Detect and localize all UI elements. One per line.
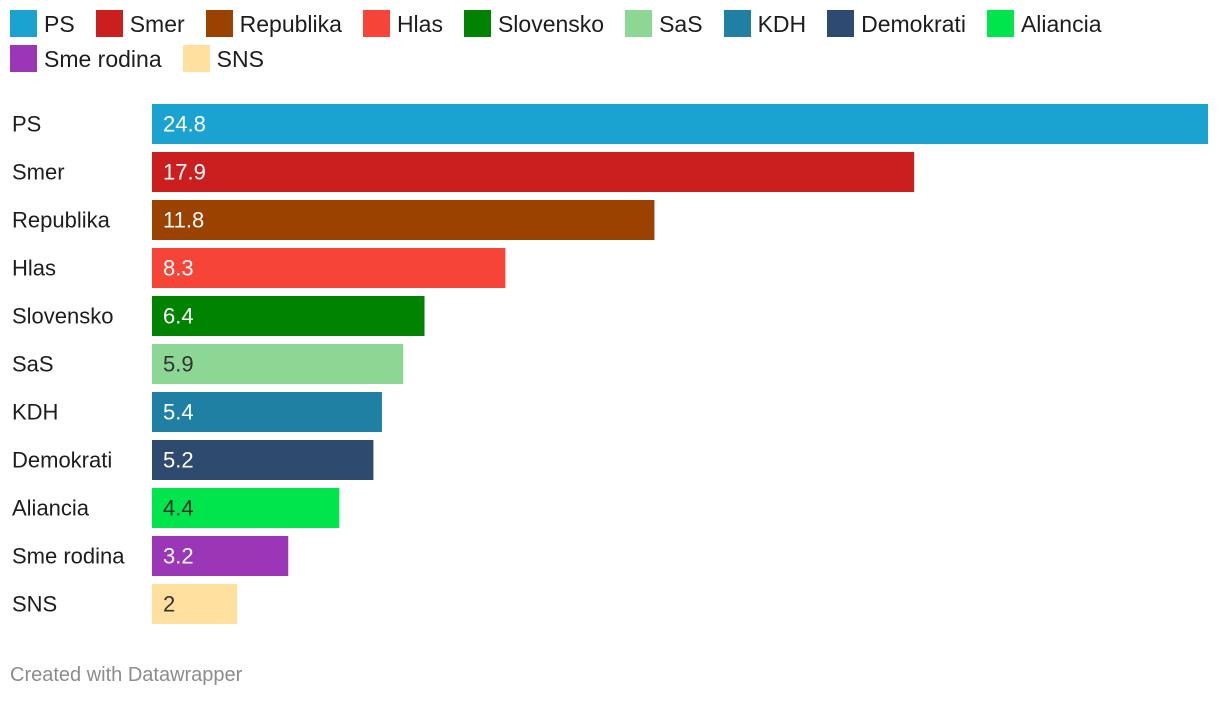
category-label: Sme rodina — [12, 544, 125, 569]
bar — [152, 584, 238, 624]
legend-swatch — [827, 10, 855, 37]
legend-item: Sme rodina — [10, 45, 162, 72]
category-label: SNS — [12, 592, 57, 617]
legend-label: Republika — [239, 10, 342, 37]
legend-item: Aliancia — [986, 10, 1102, 37]
bar — [152, 152, 915, 192]
legend-label: Sme rodina — [44, 46, 162, 72]
legend-item: PS — [10, 10, 75, 37]
legend-swatch — [362, 10, 390, 37]
value-label: 5.4 — [163, 400, 194, 425]
category-label: SaS — [12, 352, 54, 377]
bar — [152, 248, 506, 288]
legend-swatch — [10, 10, 37, 37]
bar — [152, 392, 382, 432]
legend-swatch — [723, 10, 751, 37]
legend: PS Smer Republika Hlas Slovensko SaS KDH Demokr… — [10, 10, 1215, 72]
footer-credit: Created with Datawrapper — [10, 664, 243, 686]
bar — [152, 488, 340, 528]
legend-label: Smer — [129, 10, 185, 37]
legend-label: SaS — [659, 10, 703, 37]
category-label: Aliancia — [12, 496, 90, 521]
bar — [152, 104, 1208, 144]
bar — [152, 344, 404, 384]
category-label: Slovensko — [12, 304, 114, 329]
legend-swatch — [182, 45, 210, 72]
value-label: 4.4 — [163, 496, 194, 521]
legend-label: PS — [44, 10, 75, 37]
legend-swatch — [625, 10, 653, 37]
legend-item: Demokrati — [827, 10, 966, 37]
legend-item: Smer — [95, 10, 185, 37]
legend-item: SaS — [625, 10, 703, 37]
value-label: 3.2 — [163, 544, 194, 569]
category-label: Republika — [12, 208, 111, 233]
value-label: 6.4 — [163, 304, 194, 329]
legend-item: Republika — [205, 10, 342, 37]
legend-item: KDH — [723, 10, 807, 37]
bar — [152, 536, 289, 576]
bar-chart: PS 24.8 Smer 17.9 Republika 11.8 Hlas 8.3 Sloven… — [12, 104, 1208, 624]
legend-swatch — [205, 10, 233, 37]
value-label: 5.9 — [163, 352, 194, 377]
legend-swatch — [986, 10, 1014, 37]
legend-label: KDH — [757, 10, 807, 37]
category-label: KDH — [12, 400, 58, 425]
legend-label: Hlas — [396, 10, 443, 37]
legend-label: SNS — [216, 45, 264, 72]
legend-label: Aliancia — [1020, 10, 1102, 37]
legend-item: SNS — [182, 45, 264, 72]
category-label: Demokrati — [12, 448, 112, 473]
legend-item: Slovensko — [463, 10, 605, 37]
value-label: 17.9 — [163, 160, 206, 185]
value-label: 11.8 — [163, 208, 204, 233]
legend-swatch — [10, 45, 37, 72]
category-label: Smer — [12, 160, 65, 185]
legend-item: Hlas — [362, 10, 443, 37]
bar — [152, 296, 425, 336]
legend-swatch — [95, 10, 123, 37]
category-label: Hlas — [12, 256, 56, 281]
value-label: 2 — [163, 592, 175, 617]
category-label: PS — [12, 112, 41, 137]
legend-swatch — [463, 10, 491, 37]
value-label: 8.3 — [163, 256, 194, 281]
bar — [152, 440, 374, 480]
legend-label: Slovensko — [497, 10, 605, 37]
value-label: 5.2 — [163, 448, 194, 473]
legend-label: Demokrati — [861, 10, 966, 37]
value-label: 24.8 — [163, 112, 206, 137]
bar — [152, 200, 655, 240]
